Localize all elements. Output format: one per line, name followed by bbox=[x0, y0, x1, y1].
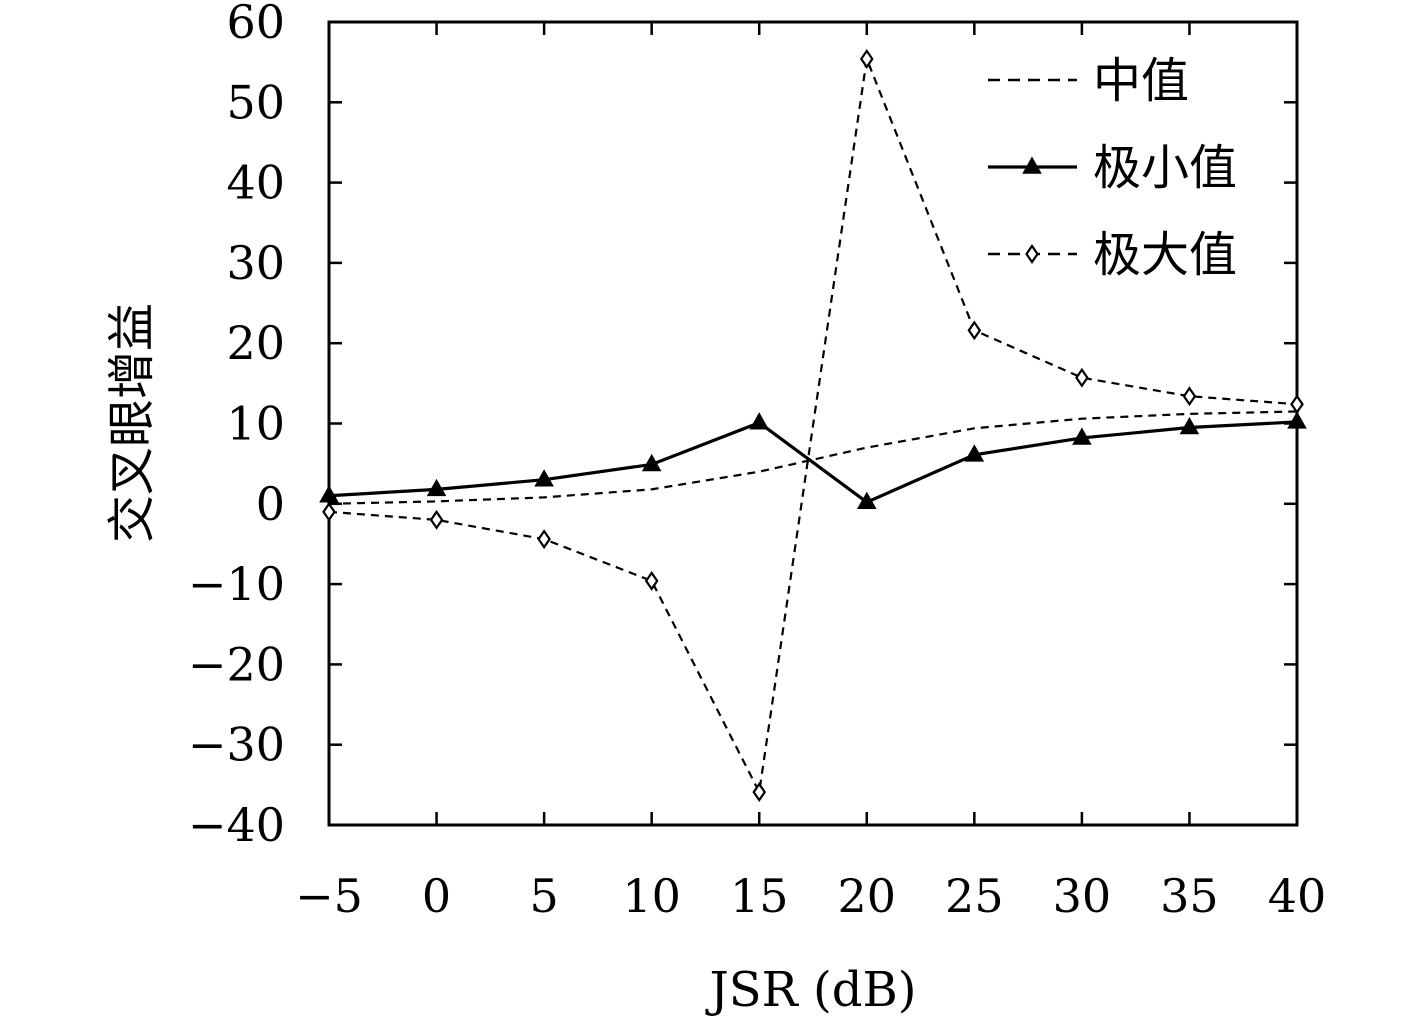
y-tick-label: 40 bbox=[226, 156, 285, 210]
data-point bbox=[964, 444, 985, 462]
x-tick-label: 5 bbox=[529, 869, 558, 923]
data-point bbox=[1182, 386, 1197, 407]
x-tick-label: 15 bbox=[730, 869, 789, 923]
data-point bbox=[856, 491, 877, 509]
x-tick-label: 0 bbox=[422, 869, 451, 923]
legend-entry: 极小值 bbox=[988, 140, 1237, 196]
legend-entry: 极大值 bbox=[988, 227, 1237, 283]
data-point bbox=[1072, 427, 1092, 445]
series-1 bbox=[319, 411, 1307, 509]
legend-marker bbox=[1022, 156, 1042, 174]
data-point bbox=[322, 501, 336, 522]
series-line bbox=[328, 410, 1298, 505]
y-tick-label: 10 bbox=[226, 397, 285, 451]
legend-marker bbox=[1025, 244, 1039, 264]
series-layer bbox=[319, 48, 1307, 803]
x-tick-label: 30 bbox=[1053, 869, 1112, 923]
y-axis-label: 交叉眼增益 bbox=[104, 303, 160, 543]
y-tick-label: 0 bbox=[256, 477, 285, 531]
legend-label: 极小值 bbox=[1093, 140, 1237, 196]
y-tick-label: −20 bbox=[188, 637, 285, 691]
data-point bbox=[1075, 367, 1089, 388]
data-point bbox=[752, 782, 767, 803]
series-2 bbox=[322, 48, 1304, 803]
data-point bbox=[319, 485, 339, 503]
series-0 bbox=[328, 410, 1298, 505]
x-tick-label: 25 bbox=[945, 869, 1004, 923]
data-point bbox=[644, 570, 659, 591]
legend-entry: 中值 bbox=[988, 53, 1189, 109]
data-point bbox=[1287, 411, 1307, 429]
data-point bbox=[859, 48, 874, 69]
x-tick-label: 10 bbox=[622, 869, 681, 923]
data-point bbox=[537, 529, 551, 550]
y-tick-label: 30 bbox=[226, 236, 285, 290]
data-point bbox=[426, 478, 447, 497]
data-point bbox=[967, 320, 982, 341]
data-point bbox=[641, 453, 662, 472]
data-point bbox=[749, 412, 770, 430]
x-tick-label: 35 bbox=[1160, 869, 1219, 923]
legend-label: 极大值 bbox=[1093, 227, 1237, 283]
y-tick-label: 20 bbox=[226, 316, 285, 370]
x-axis-label: JSR (dB) bbox=[705, 962, 917, 1018]
y-tick-label: −30 bbox=[188, 718, 285, 772]
x-tick-label: −5 bbox=[295, 869, 363, 923]
series-line bbox=[328, 420, 1298, 505]
x-tick-label: 40 bbox=[1268, 869, 1327, 923]
tick-marks bbox=[327, 20, 1299, 827]
x-tick-label: 20 bbox=[838, 869, 897, 923]
series-line bbox=[328, 54, 1298, 796]
data-point bbox=[1290, 394, 1304, 415]
data-point bbox=[1179, 416, 1200, 435]
legend-label: 中值 bbox=[1093, 53, 1189, 109]
y-tick-label: −10 bbox=[188, 557, 285, 611]
y-tick-label: 60 bbox=[226, 0, 285, 49]
y-tick-label: 50 bbox=[226, 75, 285, 129]
data-point bbox=[429, 509, 444, 530]
data-point bbox=[534, 469, 554, 487]
tick-labels: −5 0 5 10 15 20 25 30 35 40 −40 −30 −20 −10 0 10 20 30 40 5… bbox=[188, 0, 1326, 923]
y-tick-label: −40 bbox=[188, 798, 285, 852]
